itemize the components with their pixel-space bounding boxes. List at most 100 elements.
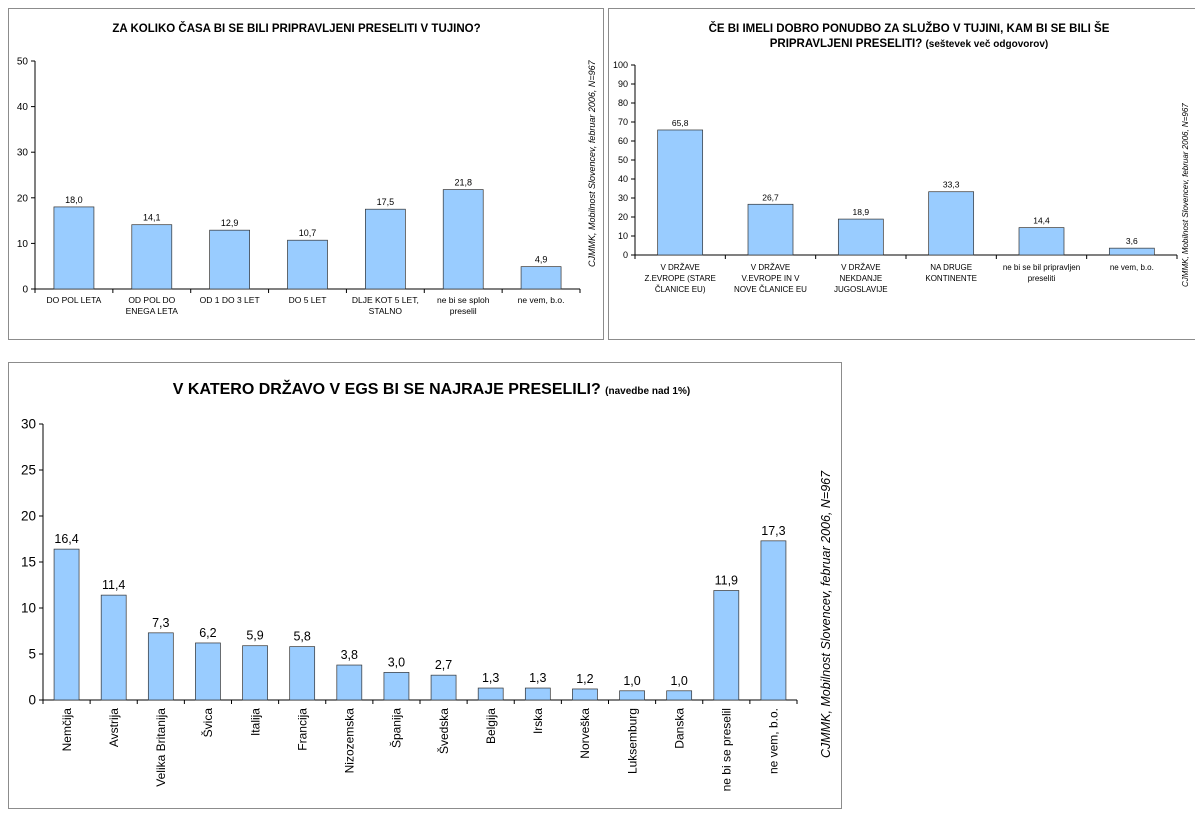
chart-subtitle: (navedbe nad 1%) xyxy=(605,386,691,397)
data-label: 18,0 xyxy=(65,195,83,205)
y-tick-label: 100 xyxy=(613,60,628,70)
category-label: Velika Britanija xyxy=(154,708,168,787)
y-tick-label: 20 xyxy=(618,212,628,222)
category-label: ne vem, b.o. xyxy=(767,708,781,774)
category-label: Irska xyxy=(531,708,545,734)
category-label: Luksemburg xyxy=(625,708,639,774)
data-label: 7,3 xyxy=(152,616,169,630)
bar xyxy=(365,208,406,290)
data-label: 1,2 xyxy=(576,672,593,686)
bar xyxy=(1108,247,1155,256)
bar xyxy=(1018,227,1065,256)
data-label: 1,3 xyxy=(529,671,546,685)
bar xyxy=(430,674,457,701)
bar xyxy=(100,594,127,701)
bar xyxy=(477,687,504,701)
category-label-line: ne vem, b.o. xyxy=(518,295,565,305)
category-label-line: ne bi se bil pripravljen xyxy=(1003,263,1080,272)
y-tick-label: 80 xyxy=(618,98,628,108)
data-label: 3,0 xyxy=(388,655,405,669)
bar xyxy=(336,664,363,701)
bar-chart-countries: 0 5 10 15 20 25 30 16,4 Nemčija 11,4 Avstrija 7,3 Ve… xyxy=(21,417,798,791)
category-label-line: ČLANICE EU) xyxy=(655,285,706,294)
category-label-line: OD POL DO xyxy=(128,295,175,305)
y-tick-label: 40 xyxy=(618,174,628,184)
data-label: 1,0 xyxy=(670,674,687,688)
bar xyxy=(131,224,173,290)
category-label: Švedska xyxy=(436,708,451,754)
category-label-line: DLJE KOT 5 LET, xyxy=(352,295,419,305)
bar xyxy=(53,206,95,290)
y-tick-label: 50 xyxy=(17,57,29,68)
data-label: 1,0 xyxy=(623,674,640,688)
category-label-line: JUGOSLAVIJE xyxy=(834,285,888,294)
bar xyxy=(383,672,410,701)
category-label-line: NA DRUGE xyxy=(930,263,972,272)
category-label-line: NOVE ČLANICE EU xyxy=(734,285,807,294)
category-label-line: V DRŽAVE xyxy=(841,263,880,272)
category-label-line: Z.EVROPE (STARE xyxy=(644,274,715,283)
category-label: DLJE KOT 5 LET, STALNO xyxy=(352,295,419,316)
category-label: ne vem, b.o. xyxy=(1110,263,1154,272)
bar xyxy=(242,645,268,701)
data-label: 3,6 xyxy=(1126,236,1138,246)
chart-title-text: ČE BI IMELI DOBRO PONUDBO ZA SLUŽBO V TU… xyxy=(708,23,1110,50)
category-label: Italija xyxy=(248,708,262,736)
data-label: 16,4 xyxy=(54,532,78,546)
data-label: 26,7 xyxy=(762,192,779,202)
y-tick-label: 25 xyxy=(21,463,36,478)
category-label-line: DO 5 LET xyxy=(289,295,327,305)
y-tick-label: 40 xyxy=(17,102,29,113)
chart-title: ZA KOLIKO ČASA BI SE BILI PRIPRAVLJENI P… xyxy=(9,23,584,35)
category-label-line: KONTINENTE xyxy=(925,274,977,283)
bar xyxy=(289,646,316,701)
y-tick-label: 0 xyxy=(22,285,28,296)
category-label-line: V.EVROPE IN V xyxy=(742,274,801,283)
bar xyxy=(195,642,221,701)
category-label-line: ne bi se sploh xyxy=(437,295,490,305)
source-note: CJMMK, Mobilnost Slovencev, februar 2006… xyxy=(1181,103,1190,287)
data-label: 33,3 xyxy=(943,180,960,190)
y-tick-label: 90 xyxy=(618,79,628,89)
y-tick-label: 20 xyxy=(21,509,36,524)
bar xyxy=(837,218,884,256)
bar xyxy=(747,203,794,256)
data-label: 3,8 xyxy=(341,648,358,662)
y-tick-label: 60 xyxy=(618,136,628,146)
category-label: Nizozemska xyxy=(343,708,357,774)
category-label: ne bi se bil pripravljen preseliti xyxy=(1003,263,1080,283)
category-label-line: OD 1 DO 3 LET xyxy=(200,295,260,305)
bar xyxy=(520,266,562,290)
y-tick-label: 10 xyxy=(21,601,36,616)
bar xyxy=(572,688,598,701)
category-label-line: V DRŽAVE xyxy=(660,263,699,272)
category-label: Španija xyxy=(389,708,404,748)
bar xyxy=(53,548,80,701)
category-label: Avstrija xyxy=(107,708,121,747)
category-label-line: ENEGA LETA xyxy=(126,306,179,316)
source-note: CJMMK, Mobilnost Slovencev, februar 2006… xyxy=(587,60,597,267)
category-label: Belgija xyxy=(484,708,498,744)
bar xyxy=(209,229,250,290)
category-label: V DRŽAVE V.EVROPE IN V NOVE ČLANICE EU xyxy=(734,263,807,294)
y-tick-label: 0 xyxy=(623,250,628,260)
data-label: 65,8 xyxy=(672,118,689,128)
y-tick-label: 70 xyxy=(618,117,628,127)
data-label: 2,7 xyxy=(435,658,452,672)
source-note: CJMMK, Mobilnost Slovencev, februar 2006… xyxy=(819,470,833,758)
y-tick-label: 15 xyxy=(21,555,36,570)
y-tick-label: 10 xyxy=(17,239,29,250)
y-tick-label: 50 xyxy=(618,155,628,165)
y-tick-label: 30 xyxy=(17,148,29,159)
data-label: 4,9 xyxy=(535,255,548,265)
category-label: Norveška xyxy=(578,708,592,759)
data-label: 5,9 xyxy=(246,629,263,643)
data-label: 17,3 xyxy=(761,524,785,538)
category-label: ne vem, b.o. xyxy=(518,295,565,305)
bar-chart-duration: 0 10 20 30 40 50 18,0 DO POL LETA 14,1 OD POL DO E… xyxy=(17,57,581,316)
data-label: 5,8 xyxy=(293,630,310,644)
category-label: Švica xyxy=(200,708,215,738)
chart-panel-destination: ČE BI IMELI DOBRO PONUDBO ZA SLUŽBO V TU… xyxy=(608,8,1195,340)
bar xyxy=(442,189,484,290)
category-label-line: NEKDANJE xyxy=(839,274,882,283)
